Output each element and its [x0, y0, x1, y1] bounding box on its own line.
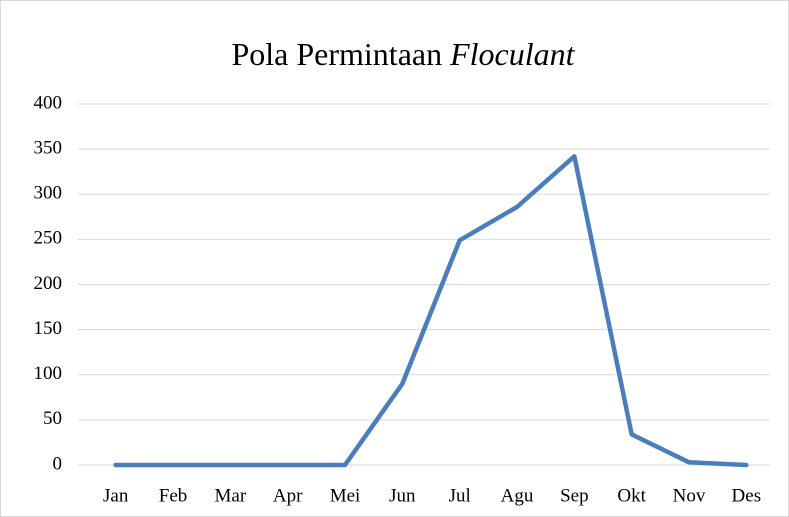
title-part: Pola Permintaan — [231, 36, 442, 72]
x-tick-label: Mei — [330, 485, 361, 506]
x-tick-label: Mar — [215, 485, 247, 506]
x-tick-label: Des — [732, 485, 762, 506]
y-tick-label: 200 — [34, 273, 63, 294]
y-tick-label: 400 — [34, 92, 63, 113]
y-tick-label: 250 — [34, 228, 63, 249]
x-tick-label: Sep — [560, 485, 589, 506]
title-part: Floculant — [449, 36, 576, 72]
x-tick-label: Jul — [449, 485, 471, 506]
x-tick-label: Apr — [273, 485, 303, 506]
y-tick-label: 100 — [34, 363, 63, 384]
y-tick-label: 50 — [43, 408, 62, 429]
y-tick-label: 0 — [53, 453, 63, 474]
x-tick-label: Feb — [159, 485, 188, 506]
y-tick-label: 350 — [34, 137, 63, 158]
chart-title: Pola Permintaan Floculant — [231, 36, 575, 72]
y-tick-label: 150 — [34, 318, 63, 339]
x-tick-label: Agu — [501, 485, 534, 506]
x-tick-label: Jan — [103, 485, 129, 506]
x-tick-label: Jun — [389, 485, 416, 506]
x-tick-label: Okt — [617, 485, 646, 506]
x-tick-label: Nov — [673, 485, 706, 506]
data-line — [113, 154, 749, 468]
y-tick-label: 300 — [34, 183, 63, 204]
